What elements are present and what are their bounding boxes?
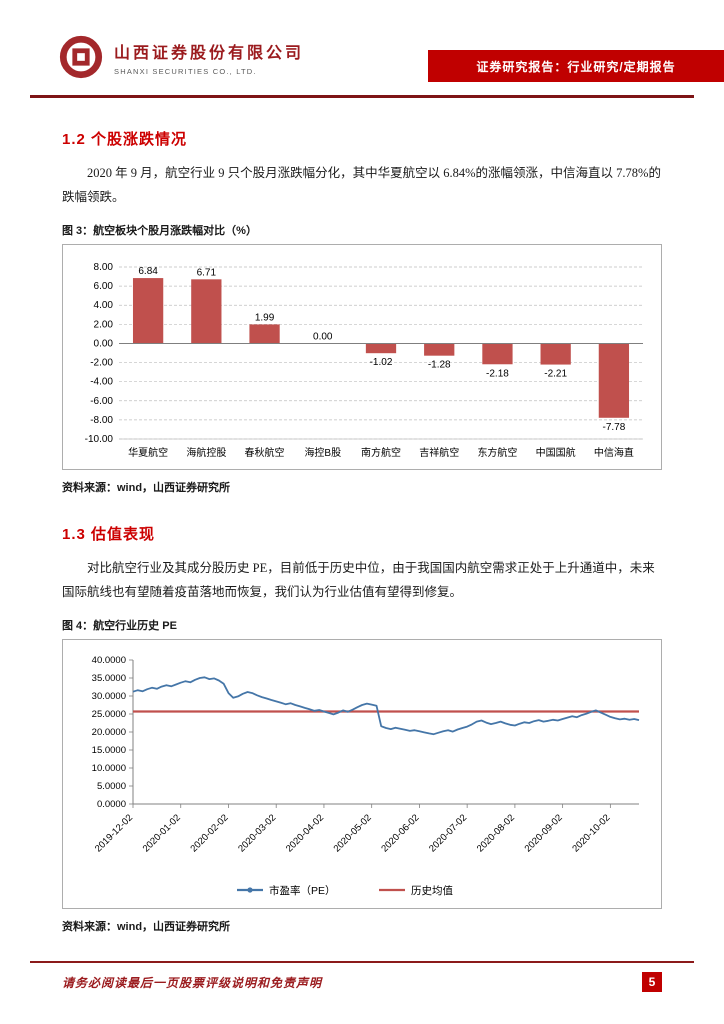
svg-text:15.0000: 15.0000: [92, 745, 126, 756]
figure4-caption: 图 4：航空行业历史 PE: [62, 619, 177, 632]
svg-text:2020-08-02: 2020-08-02: [475, 812, 517, 854]
page-footer: 请务必阅读最后一页股票评级说明和免责声明 5: [30, 961, 694, 992]
svg-text:市盈率（PE）: 市盈率（PE）: [269, 884, 336, 897]
svg-text:-1.02: -1.02: [370, 357, 393, 368]
svg-text:6.71: 6.71: [197, 267, 217, 278]
footer-disclaimer: 请务必阅读最后一页股票评级说明和免责声明: [62, 975, 323, 990]
section-heading-1-3: 1.3 估值表现: [62, 525, 156, 543]
svg-text:40.0000: 40.0000: [92, 655, 126, 666]
svg-text:-4.00: -4.00: [90, 376, 113, 387]
report-type-banner: 证券研究报告：行业研究/定期报告: [428, 50, 724, 82]
svg-text:20.0000: 20.0000: [92, 727, 126, 738]
svg-text:2020-02-02: 2020-02-02: [188, 812, 230, 854]
svg-text:-2.18: -2.18: [486, 368, 509, 379]
svg-text:2020-04-02: 2020-04-02: [284, 812, 326, 854]
svg-text:5.0000: 5.0000: [97, 781, 126, 792]
figure3-source: 资料来源：wind，山西证券研究所: [62, 481, 231, 494]
svg-text:30.0000: 30.0000: [92, 691, 126, 702]
figure4-chart-box: 0.0000 5.0000 10.0000 15.0000 20.0000 25.0000…: [62, 638, 662, 909]
svg-text:南方航空: 南方航空: [361, 446, 401, 459]
page-header: 山西证券股份有限公司 SHANXI SECURITIES CO., LTD. 证…: [0, 0, 724, 98]
svg-text:海航控股: 海航控股: [186, 446, 226, 459]
svg-text:-8.00: -8.00: [90, 415, 113, 426]
svg-text:2019-12-02: 2019-12-02: [93, 812, 135, 854]
coin-logo-icon: [58, 34, 104, 80]
svg-text:2.00: 2.00: [94, 319, 114, 330]
svg-text:6.84: 6.84: [138, 266, 158, 277]
svg-text:8.00: 8.00: [94, 262, 114, 273]
paragraph-1-2: 2020 年 9 月，航空行业 9 只个股月涨跌幅分化，其中华夏航空以 6.84…: [62, 166, 661, 205]
svg-text:中国国航: 中国国航: [536, 446, 576, 459]
svg-text:1.99: 1.99: [255, 312, 275, 323]
svg-text:春秋航空: 春秋航空: [245, 446, 285, 459]
svg-text:2020-07-02: 2020-07-02: [427, 812, 469, 854]
company-name-cn: 山西证券股份有限公司: [114, 44, 305, 62]
figure3-caption: 图 3：航空板块个股月涨跌幅对比（%）: [62, 224, 257, 237]
svg-text:2020-05-02: 2020-05-02: [332, 812, 374, 854]
svg-text:25.0000: 25.0000: [92, 709, 126, 720]
company-logo: 山西证券股份有限公司 SHANXI SECURITIES CO., LTD.: [58, 34, 304, 80]
report-body: 1.2 个股涨跌情况 2020 年 9 月，航空行业 9 只个股月涨跌幅分化，其…: [0, 98, 724, 934]
svg-text:2020-03-02: 2020-03-02: [236, 812, 278, 854]
figure4-source: 资料来源：wind，山西证券研究所: [62, 920, 231, 933]
svg-text:4.00: 4.00: [94, 300, 114, 311]
svg-text:-7.78: -7.78: [602, 422, 625, 433]
svg-text:-10.00: -10.00: [85, 434, 114, 445]
paragraph-1-3: 对比航空行业及其成分股历史 PE，目前低于历史中位，由于我国国内航空需求正处于上…: [62, 560, 655, 600]
company-name-en: SHANXI SECURITIES CO., LTD.: [114, 66, 257, 76]
svg-text:0.00: 0.00: [313, 331, 333, 342]
svg-text:2020-01-02: 2020-01-02: [141, 812, 183, 854]
svg-text:吉祥航空: 吉祥航空: [419, 446, 459, 459]
svg-text:0.00: 0.00: [94, 338, 114, 349]
svg-text:中信海直: 中信海直: [594, 446, 634, 459]
svg-text:-1.28: -1.28: [428, 359, 451, 370]
page-number-badge: 5: [642, 972, 662, 992]
svg-text:华夏航空: 华夏航空: [128, 446, 168, 459]
svg-text:历史均值: 历史均值: [411, 884, 453, 897]
svg-text:6.00: 6.00: [94, 281, 114, 292]
svg-text:0.0000: 0.0000: [97, 799, 126, 810]
svg-text:10.0000: 10.0000: [92, 763, 126, 774]
svg-text:海控B股: 海控B股: [304, 446, 341, 459]
section-heading-1-2: 1.2 个股涨跌情况: [62, 131, 188, 148]
figure3-chart-box: 8.00 6.00 4.00 2.00 0.00 -2.00 -4.00 -6.00 -8.00…: [62, 243, 662, 470]
svg-text:-6.00: -6.00: [90, 396, 113, 407]
svg-text:-2.00: -2.00: [90, 357, 113, 368]
svg-text:2020-10-02: 2020-10-02: [570, 812, 612, 854]
svg-text:2020-06-02: 2020-06-02: [379, 812, 421, 854]
svg-text:东方航空: 东方航空: [477, 446, 517, 459]
bar-chart-figure3: 8.00 6.00 4.00 2.00 0.00 -2.00 -4.00 -6.00 -8.00…: [85, 262, 643, 459]
svg-text:35.0000: 35.0000: [92, 673, 126, 684]
company-name-block: 山西证券股份有限公司 SHANXI SECURITIES CO., LTD.: [114, 39, 304, 76]
header-rule: [30, 95, 694, 98]
svg-text:-2.21: -2.21: [544, 368, 567, 379]
svg-text:2020-09-02: 2020-09-02: [523, 812, 565, 854]
line-chart-figure4: 0.0000 5.0000 10.0000 15.0000 20.0000 25.0000…: [92, 655, 640, 897]
